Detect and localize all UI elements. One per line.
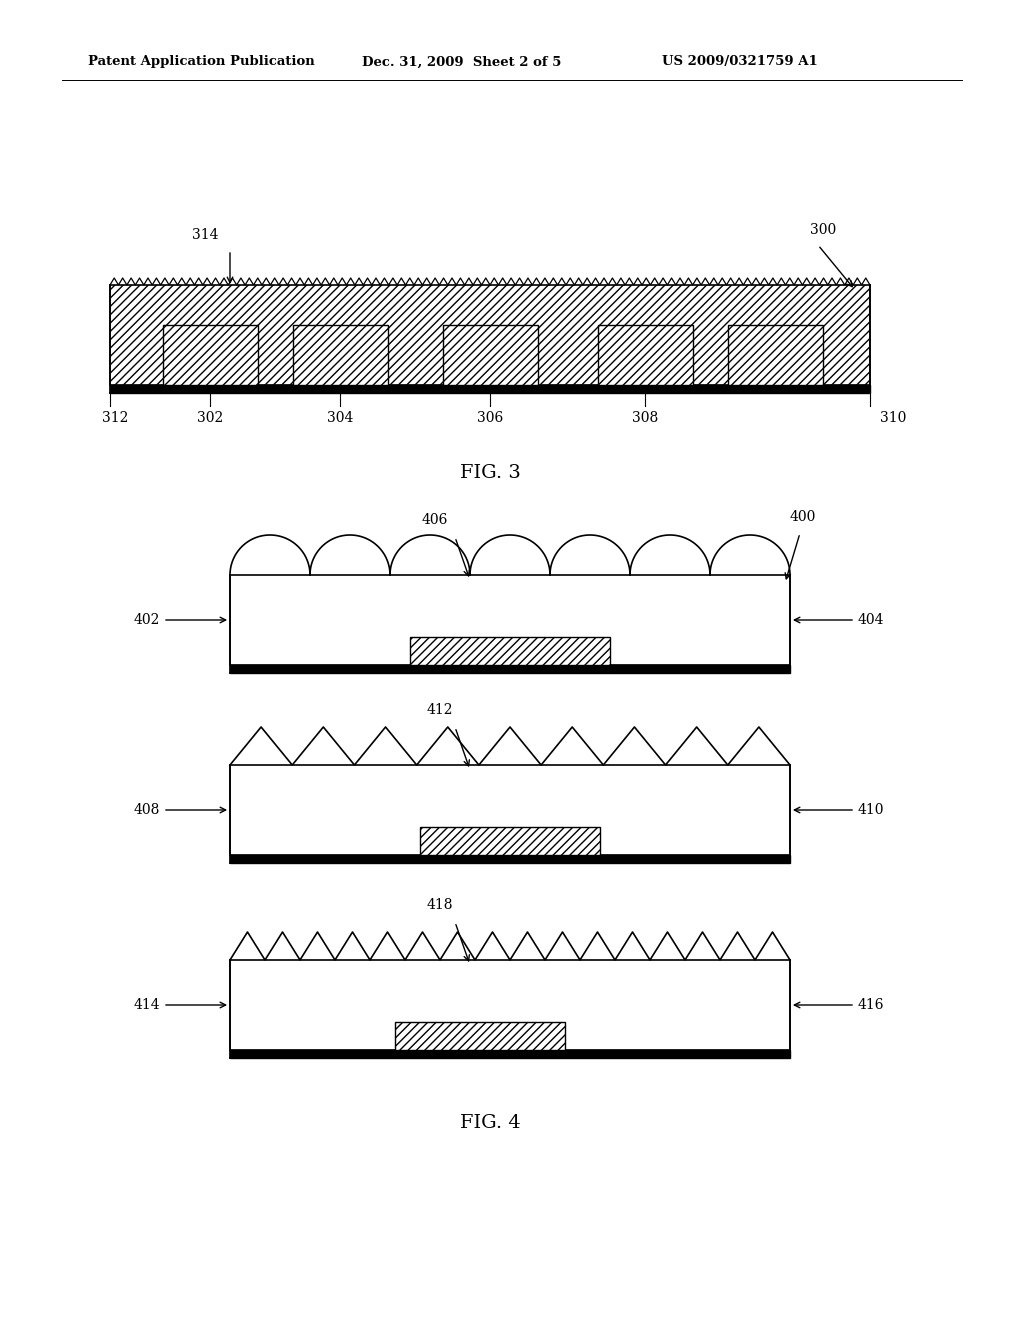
Text: 310: 310 <box>880 411 906 425</box>
Bar <box>420 828 600 855</box>
Text: Patent Application Publication: Patent Application Publication <box>88 55 314 69</box>
Text: 300: 300 <box>810 223 837 238</box>
Bar <box>597 325 692 385</box>
Text: 408: 408 <box>133 803 160 817</box>
Text: 416: 416 <box>858 998 885 1012</box>
Bar <box>110 385 870 393</box>
Text: FIG. 4: FIG. 4 <box>460 1114 520 1133</box>
Text: 412: 412 <box>427 704 454 717</box>
Text: 302: 302 <box>197 411 223 425</box>
Text: 402: 402 <box>133 612 160 627</box>
Bar <box>230 665 790 673</box>
Bar <box>395 1022 565 1049</box>
Bar <box>410 638 610 665</box>
Bar <box>293 325 387 385</box>
Text: Dec. 31, 2009  Sheet 2 of 5: Dec. 31, 2009 Sheet 2 of 5 <box>362 55 561 69</box>
Text: US 2009/0321759 A1: US 2009/0321759 A1 <box>662 55 818 69</box>
Text: 306: 306 <box>477 411 503 425</box>
Text: 314: 314 <box>191 228 218 242</box>
Bar <box>163 325 257 385</box>
Bar <box>230 855 790 863</box>
Bar <box>727 325 822 385</box>
Text: 308: 308 <box>632 411 658 425</box>
Text: 410: 410 <box>858 803 885 817</box>
Text: 414: 414 <box>133 998 160 1012</box>
Bar <box>230 960 790 1049</box>
Text: 312: 312 <box>101 411 128 425</box>
Bar <box>230 766 790 855</box>
Text: 418: 418 <box>427 898 454 912</box>
Text: 406: 406 <box>422 513 449 527</box>
Text: 400: 400 <box>790 510 816 524</box>
Bar <box>230 1049 790 1059</box>
Bar <box>110 285 870 385</box>
Bar <box>230 576 790 665</box>
Text: 304: 304 <box>327 411 353 425</box>
Text: FIG. 3: FIG. 3 <box>460 465 520 482</box>
Text: 404: 404 <box>858 612 885 627</box>
Bar <box>442 325 538 385</box>
